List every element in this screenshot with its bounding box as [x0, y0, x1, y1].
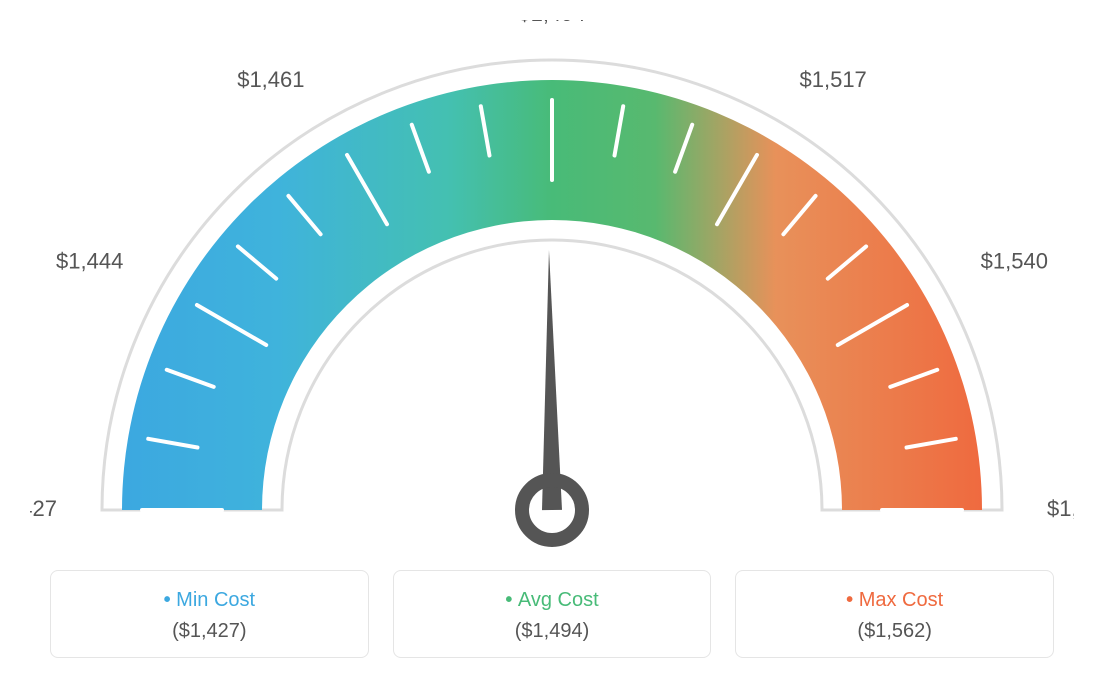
gauge-scale-label: $1,562 — [1047, 496, 1074, 521]
gauge-scale-label: $1,540 — [981, 248, 1048, 273]
cost-gauge-chart: $1,427 $1,444 $1,461 $1,494 $1,517 $1,540 $1,5… — [0, 0, 1104, 690]
legend-max-value: ($1,562) — [748, 620, 1041, 643]
legend-min-value: ($1,427) — [63, 620, 356, 643]
legend-min-label: Min Cost — [63, 589, 356, 612]
legend-avg-value: ($1,494) — [406, 620, 699, 643]
gauge-needle — [542, 250, 562, 510]
legend-card-avg: Avg Cost ($1,494) — [393, 570, 712, 658]
gauge-scale-label: $1,494 — [518, 20, 585, 26]
gauge-area: $1,427 $1,444 $1,461 $1,494 $1,517 $1,540 $1,5… — [30, 20, 1074, 560]
gauge-scale-label: $1,444 — [56, 248, 123, 273]
legend-card-max: Max Cost ($1,562) — [735, 570, 1054, 658]
legend-avg-label: Avg Cost — [406, 589, 699, 612]
legend-row: Min Cost ($1,427) Avg Cost ($1,494) Max … — [30, 570, 1074, 658]
gauge-svg: $1,427 $1,444 $1,461 $1,494 $1,517 $1,540 $1,5… — [30, 20, 1074, 560]
legend-card-min: Min Cost ($1,427) — [50, 570, 369, 658]
legend-max-label: Max Cost — [748, 589, 1041, 612]
gauge-scale-label: $1,517 — [800, 67, 867, 92]
gauge-scale-label: $1,461 — [237, 67, 304, 92]
gauge-scale-label: $1,427 — [30, 496, 57, 521]
